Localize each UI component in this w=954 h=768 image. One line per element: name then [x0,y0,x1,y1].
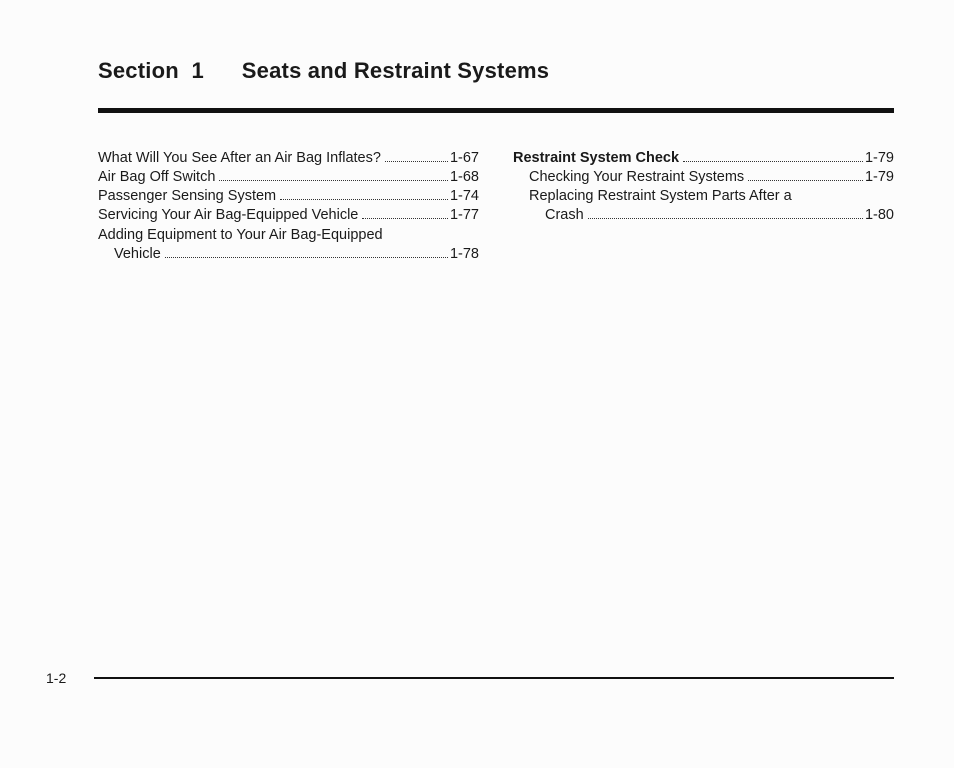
toc-page: 1-79 [865,149,894,168]
toc-label: Adding Equipment to Your Air Bag-Equippe… [98,226,383,245]
toc-entry-line2: Vehicle 1-78 [98,245,479,264]
toc-page: 1-77 [450,206,479,225]
toc-page: 1-79 [865,168,894,187]
toc-label: Crash [545,206,584,225]
toc-leader-dots [280,199,448,200]
toc-page: 1-80 [865,206,894,225]
page-footer: 1-2 [46,670,894,686]
toc-entry-wrapped: Replacing Restraint System Parts After a… [513,187,894,225]
toc-leader-dots [362,218,448,219]
toc-entry: Air Bag Off Switch 1-68 [98,168,479,187]
toc-entry-line2: Crash 1-80 [513,206,894,225]
toc-label: Air Bag Off Switch [98,168,215,187]
toc-right-column: Restraint System Check 1-79 Checking You… [513,149,894,264]
toc-entry: Servicing Your Air Bag-Equipped Vehicle … [98,206,479,225]
toc-leader-dots [385,161,448,162]
toc-label: Vehicle [114,245,161,264]
toc-leader-dots [588,218,863,219]
toc-leader-dots [165,257,448,258]
footer-rule [94,677,894,679]
toc-label: Servicing Your Air Bag-Equipped Vehicle [98,206,358,225]
toc-leader-dots [683,161,863,162]
toc-entry-line1: Replacing Restraint System Parts After a [513,187,894,206]
toc-entry: Checking Your Restraint Systems 1-79 [513,168,894,187]
toc-page: 1-67 [450,149,479,168]
toc-label: Restraint System Check [513,149,679,168]
page-content: Section 1 Seats and Restraint Systems Wh… [0,0,954,264]
toc-label: Replacing Restraint System Parts After a [529,187,792,206]
toc-entry: Restraint System Check 1-79 [513,149,894,168]
toc-label: Checking Your Restraint Systems [529,168,744,187]
toc-label: Passenger Sensing System [98,187,276,206]
toc-entry: Passenger Sensing System 1-74 [98,187,479,206]
toc-entry: What Will You See After an Air Bag Infla… [98,149,479,168]
toc-label: What Will You See After an Air Bag Infla… [98,149,381,168]
toc-columns: What Will You See After an Air Bag Infla… [98,149,894,264]
toc-page: 1-74 [450,187,479,206]
section-heading: Section 1 Seats and Restraint Systems [98,58,894,84]
toc-leader-dots [219,180,448,181]
page-number: 1-2 [46,670,66,686]
toc-left-column: What Will You See After an Air Bag Infla… [98,149,479,264]
toc-leader-dots [748,180,863,181]
header-rule [98,108,894,113]
toc-entry-line1: Adding Equipment to Your Air Bag-Equippe… [98,226,479,245]
toc-page: 1-68 [450,168,479,187]
toc-entry-wrapped: Adding Equipment to Your Air Bag-Equippe… [98,226,479,264]
toc-page: 1-78 [450,245,479,264]
